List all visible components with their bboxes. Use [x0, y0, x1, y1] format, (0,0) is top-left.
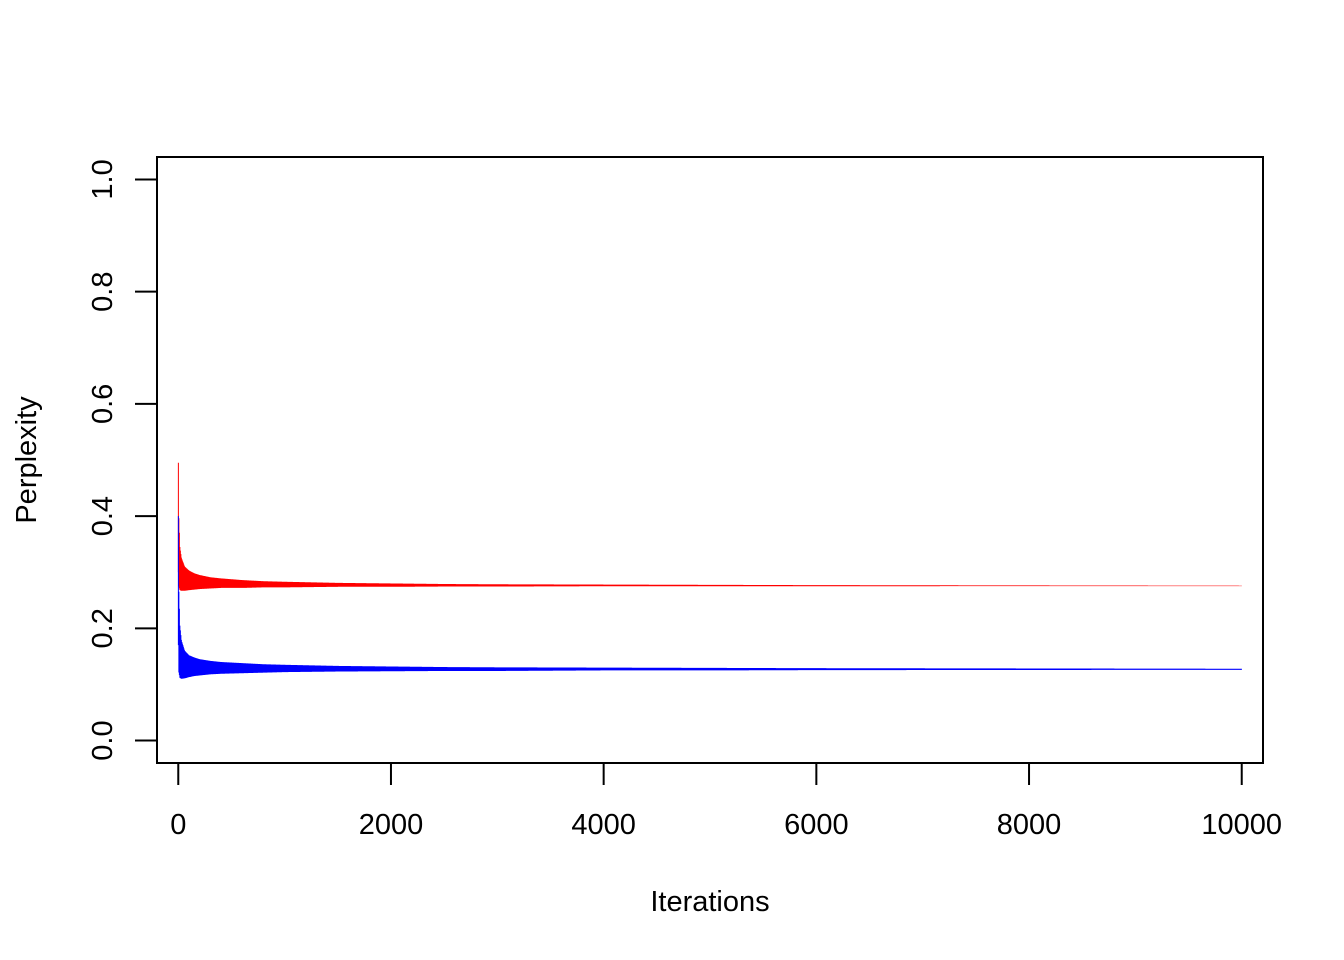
y-tick-label: 1.0 — [87, 159, 119, 199]
x-tick-label: 0 — [170, 809, 186, 841]
y-tick-label: 0.6 — [87, 384, 119, 424]
x-tick-label: 8000 — [997, 809, 1062, 841]
x-axis: 0 2000 4000 6000 8000 10000 — [170, 762, 1282, 841]
series-layer — [177, 462, 1242, 679]
x-axis-title: Iterations — [650, 886, 769, 918]
y-tick-label: 0.0 — [87, 720, 119, 760]
y-tick-label: 0.4 — [87, 496, 119, 536]
y-tick-label: 0.8 — [87, 272, 119, 312]
x-tick-label: 6000 — [784, 809, 849, 841]
y-axis-title: Perplexity — [11, 396, 43, 524]
x-tick-label: 2000 — [359, 809, 424, 841]
x-tick-label: 4000 — [571, 809, 636, 841]
series-2-line — [177, 516, 1242, 679]
plot-frame — [156, 156, 1264, 764]
x-tick-label: 10000 — [1201, 809, 1282, 841]
y-tick-label: 0.2 — [87, 608, 119, 648]
series-1-line — [177, 462, 1242, 591]
y-axis: 0.0 0.2 0.4 0.6 0.8 1.0 — [87, 159, 158, 761]
